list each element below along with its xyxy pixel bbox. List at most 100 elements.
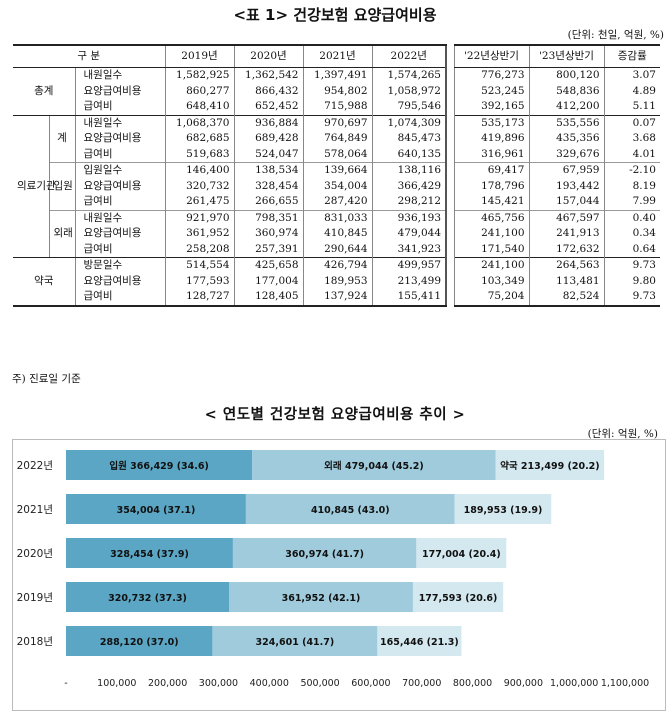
subgroup-sum: 계	[49, 114, 76, 163]
cell: 689,428	[233, 131, 303, 147]
group-medical: 의료기관	[13, 114, 56, 258]
cell: 4.89	[603, 83, 660, 99]
x-tick-label: 400,000	[250, 678, 289, 689]
category-label: 2022년	[17, 460, 53, 472]
x-tick-label: 100,000	[97, 678, 136, 689]
cell: 316,961	[453, 146, 529, 163]
data-label: 189,953 (19.9)	[464, 505, 543, 516]
cell: 845,473	[371, 131, 446, 147]
x-tick-label: -	[64, 678, 67, 689]
cell: 435,356	[528, 131, 604, 147]
cell: 298,212	[371, 194, 446, 210]
row-item: 내원일수	[75, 209, 165, 226]
row-item: 급여비	[75, 289, 165, 307]
table-row: 입원 입원일수 146,400 138,534 139,664 138,116 …	[13, 162, 660, 210]
bar-외래	[212, 626, 378, 656]
category-label: 2018년	[17, 636, 53, 648]
data-label: 입원 366,429 (34.6)	[109, 460, 209, 472]
cell: 69,417	[453, 162, 529, 179]
cell: 1,362,542	[233, 67, 303, 84]
row-item: 급여비	[83, 100, 113, 112]
bar-외래	[252, 450, 496, 480]
cell: 145,421	[453, 194, 529, 210]
cell: 9.80	[603, 273, 660, 289]
row-item: 요양급여비용	[83, 132, 142, 144]
cell: 3.07	[603, 67, 660, 84]
cell: 7.99	[603, 194, 660, 210]
data-label: 165,446 (21.3)	[380, 637, 459, 648]
x-tick-label: 600,000	[351, 678, 390, 689]
cell: 866,432	[233, 83, 303, 99]
bar-입원	[66, 626, 213, 656]
cell: 535,173	[453, 114, 529, 131]
cell: 776,273	[453, 67, 529, 84]
cell: 715,988	[302, 99, 372, 115]
data-label: 410,845 (43.0)	[311, 505, 390, 516]
header-2022: 2022년	[371, 44, 446, 68]
cell: 682,685	[164, 131, 234, 147]
data-label: 354,004 (37.1)	[117, 505, 196, 516]
row-item: 내원일수	[75, 67, 165, 84]
row-item: 내원일수	[75, 114, 165, 131]
bar-외래	[228, 582, 413, 612]
cell: 524,047	[233, 146, 303, 163]
subgroup-inpatient: 입원	[49, 162, 76, 210]
cell: 103,349	[453, 273, 529, 289]
cell: 157,044	[528, 194, 604, 210]
bar-입원	[66, 450, 253, 480]
cell: 648,410	[164, 99, 234, 115]
cell: 366,429	[371, 178, 446, 194]
cell: 519,683	[164, 146, 234, 163]
data-label: 328,454 (37.9)	[110, 549, 189, 560]
category-label: 2020년	[17, 548, 53, 560]
row-item: 요양급여비용	[83, 179, 142, 192]
table-row: 약국 방문일수 514,554 425,658 426,794 499,957 …	[13, 257, 660, 307]
cell: 764,849	[302, 131, 372, 147]
table-row: 급여비 648,410 652,452 715,988 795,546 392,…	[13, 99, 660, 115]
data-label: 177,004 (20.4)	[422, 549, 501, 560]
table-note: 주) 진료일 기준	[12, 373, 81, 385]
cell: 936,193	[371, 209, 446, 226]
cell: 5.11	[603, 99, 660, 115]
cell: 936,884	[233, 114, 303, 131]
cell: 535,556	[528, 114, 604, 131]
cell: 548,836	[528, 83, 604, 99]
cell: 360,974	[233, 226, 303, 242]
cell: 258,208	[164, 241, 234, 258]
cell: 1,068,370	[164, 114, 234, 131]
table-row: 외래 내원일수 921,970 798,351 831,033 936,193 …	[13, 209, 660, 258]
data-label: 320,732 (37.3)	[108, 593, 187, 604]
cell: 213,499	[371, 273, 446, 289]
cell: 3.68	[603, 131, 660, 147]
data-label: 360,974 (41.7)	[285, 549, 364, 560]
bar-약국	[416, 538, 507, 568]
table-row: 요양급여비용 177,593 177,004 189,953 213,499 1…	[13, 273, 660, 289]
cell: 921,970	[164, 209, 234, 226]
cell: 523,245	[453, 83, 529, 99]
chart-title: < 연도별 건강보험 요양급여비용 추이 >	[204, 407, 466, 423]
x-tick-label: 800,000	[453, 678, 492, 689]
cell: 128,405	[233, 289, 303, 307]
cell: 1,582,925	[164, 67, 234, 84]
cell: 241,913	[528, 226, 604, 242]
cell: 361,952	[164, 226, 234, 242]
table-row: 의료기관 계 내원일수 1,068,370 936,884 970,697 1,…	[13, 114, 660, 258]
header-2021: 2021년	[302, 44, 372, 68]
cell: 954,802	[302, 83, 372, 99]
x-tick-label: 200,000	[148, 678, 187, 689]
cell: 82,524	[528, 289, 604, 307]
cell: 138,116	[371, 162, 446, 179]
data-label: 361,952 (42.1)	[282, 593, 361, 604]
cell: 257,391	[233, 241, 303, 258]
cell: 155,411	[371, 289, 446, 307]
data-label: 288,120 (37.0)	[100, 637, 179, 648]
chart-unit: (단위: 억원, %)	[587, 428, 658, 440]
cell: 0.64	[603, 241, 660, 258]
cell: 9.73	[603, 257, 660, 274]
row-item: 요양급여비용	[83, 227, 142, 239]
cell: 287,420	[302, 194, 372, 210]
cell: 75,204	[453, 289, 529, 307]
row-item: 급여비	[83, 195, 113, 207]
cell: 67,959	[528, 162, 604, 179]
cell: 354,004	[302, 178, 372, 194]
